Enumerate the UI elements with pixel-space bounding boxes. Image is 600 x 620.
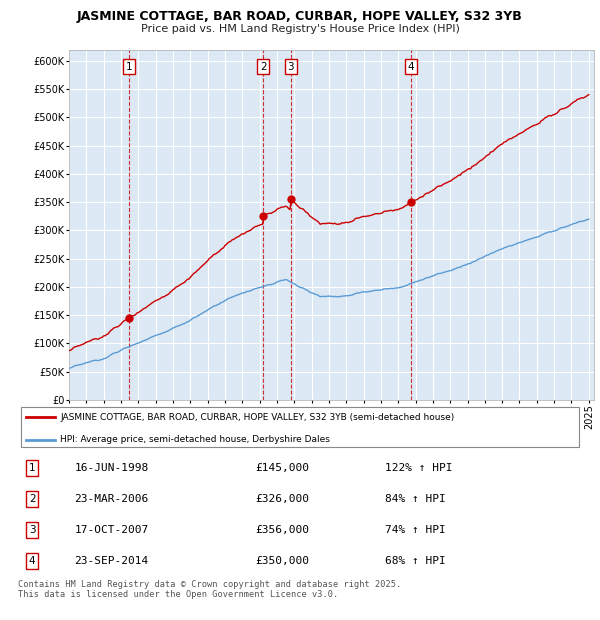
Text: JASMINE COTTAGE, BAR ROAD, CURBAR, HOPE VALLEY, S32 3YB: JASMINE COTTAGE, BAR ROAD, CURBAR, HOPE … [77,10,523,23]
Text: 23-MAR-2006: 23-MAR-2006 [74,494,149,504]
Text: 2: 2 [29,494,35,504]
Text: HPI: Average price, semi-detached house, Derbyshire Dales: HPI: Average price, semi-detached house,… [60,435,330,444]
Text: 16-JUN-1998: 16-JUN-1998 [74,463,149,473]
Text: Contains HM Land Registry data © Crown copyright and database right 2025.
This d: Contains HM Land Registry data © Crown c… [18,580,401,599]
Text: Price paid vs. HM Land Registry's House Price Index (HPI): Price paid vs. HM Land Registry's House … [140,24,460,33]
Text: 2: 2 [260,61,267,71]
Text: 23-SEP-2014: 23-SEP-2014 [74,556,149,566]
Text: 4: 4 [29,556,35,566]
Text: £326,000: £326,000 [255,494,309,504]
Text: JASMINE COTTAGE, BAR ROAD, CURBAR, HOPE VALLEY, S32 3YB (semi-detached house): JASMINE COTTAGE, BAR ROAD, CURBAR, HOPE … [60,413,455,422]
Text: 1: 1 [29,463,35,473]
Text: £350,000: £350,000 [255,556,309,566]
Text: 84% ↑ HPI: 84% ↑ HPI [385,494,445,504]
Text: 3: 3 [287,61,294,71]
Text: 122% ↑ HPI: 122% ↑ HPI [385,463,452,473]
Text: 68% ↑ HPI: 68% ↑ HPI [385,556,445,566]
Text: 74% ↑ HPI: 74% ↑ HPI [385,525,445,535]
Text: £356,000: £356,000 [255,525,309,535]
Text: £145,000: £145,000 [255,463,309,473]
FancyBboxPatch shape [21,407,579,447]
Text: 17-OCT-2007: 17-OCT-2007 [74,525,149,535]
Text: 4: 4 [407,61,414,71]
Text: 1: 1 [125,61,132,71]
Text: 3: 3 [29,525,35,535]
